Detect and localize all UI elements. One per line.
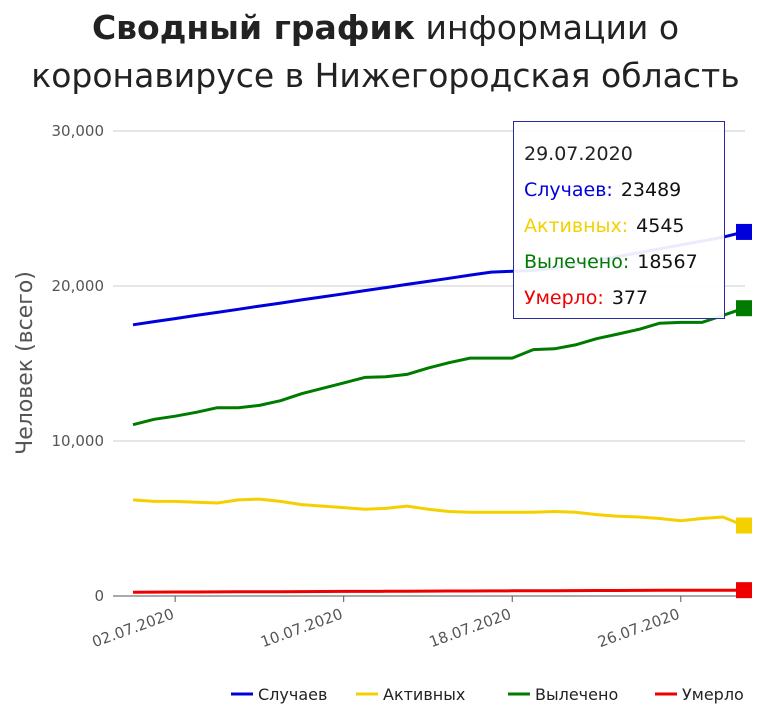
tooltip-value-active: 4545 <box>636 215 685 237</box>
x-tick-label: 26.07.2020 <box>595 605 682 651</box>
x-tick-label: 02.07.2020 <box>90 605 177 651</box>
marker-recovered[interactable] <box>736 300 752 317</box>
y-axis-label: Человек (всего) <box>13 271 38 455</box>
legend-label-cases[interactable]: Случаев <box>258 685 327 704</box>
y-axis-ticks: 0 10,000 20,000 30,000 <box>52 122 105 605</box>
tooltip-value-recovered: 18567 <box>637 251 698 273</box>
series-line-active <box>132 497 745 527</box>
legend-label-active[interactable]: Активных <box>383 685 465 704</box>
legend-label-deaths[interactable]: Умерло <box>682 685 744 704</box>
tooltip-label-recovered: Вылечено: <box>524 251 630 273</box>
chart-title-rest: информации о <box>425 8 680 47</box>
tooltip: 29.07.2020 Случаев: 23489 Активных: 4545 В… <box>513 121 725 319</box>
legend-label-recovered[interactable]: Вылечено <box>535 685 618 704</box>
tooltip-value-cases: 23489 <box>620 179 682 201</box>
tooltip-date: 29.07.2020 <box>524 143 633 165</box>
tooltip-row-active: Активных: 4545 <box>524 208 724 244</box>
series-line-deaths <box>132 588 744 594</box>
marker-deaths[interactable] <box>736 582 752 599</box>
tooltip-label-cases: Случаев: <box>524 179 613 201</box>
x-axis-ticks: 02.07.2020 10.07.2020 18.07.2020 26.07.2020 <box>90 596 682 651</box>
marker-cases[interactable] <box>736 223 752 240</box>
y-tick-label: 0 <box>94 587 104 605</box>
tooltip-value-deaths: 377 <box>611 287 649 309</box>
series-line-recovered <box>132 306 745 427</box>
x-tick-label: 18.07.2020 <box>427 605 514 651</box>
chart-title: Сводный график информации о коронавирусе… <box>0 4 771 100</box>
y-tick-label: 20,000 <box>52 277 105 295</box>
chart-title-bold: Сводный график <box>91 8 416 47</box>
tooltip-row-deaths: Умерло: 377 <box>524 280 724 316</box>
series-lines <box>132 223 752 599</box>
tooltip-label-active: Активных: <box>524 215 629 237</box>
tooltip-row-cases: Случаев: 23489 <box>524 172 724 208</box>
marker-active[interactable] <box>736 517 752 534</box>
y-tick-label: 30,000 <box>52 122 105 140</box>
legend: Случаев Активных Вылечено Умерло <box>231 685 744 704</box>
tooltip-label-deaths: Умерло: <box>524 287 604 309</box>
tooltip-row-recovered: Вылечено: 18567 <box>524 244 724 280</box>
chart-title-line-2: коронавирусе в Нижегородская область <box>31 56 740 95</box>
y-tick-label: 10,000 <box>52 432 105 450</box>
x-tick-label: 10.07.2020 <box>258 605 345 651</box>
